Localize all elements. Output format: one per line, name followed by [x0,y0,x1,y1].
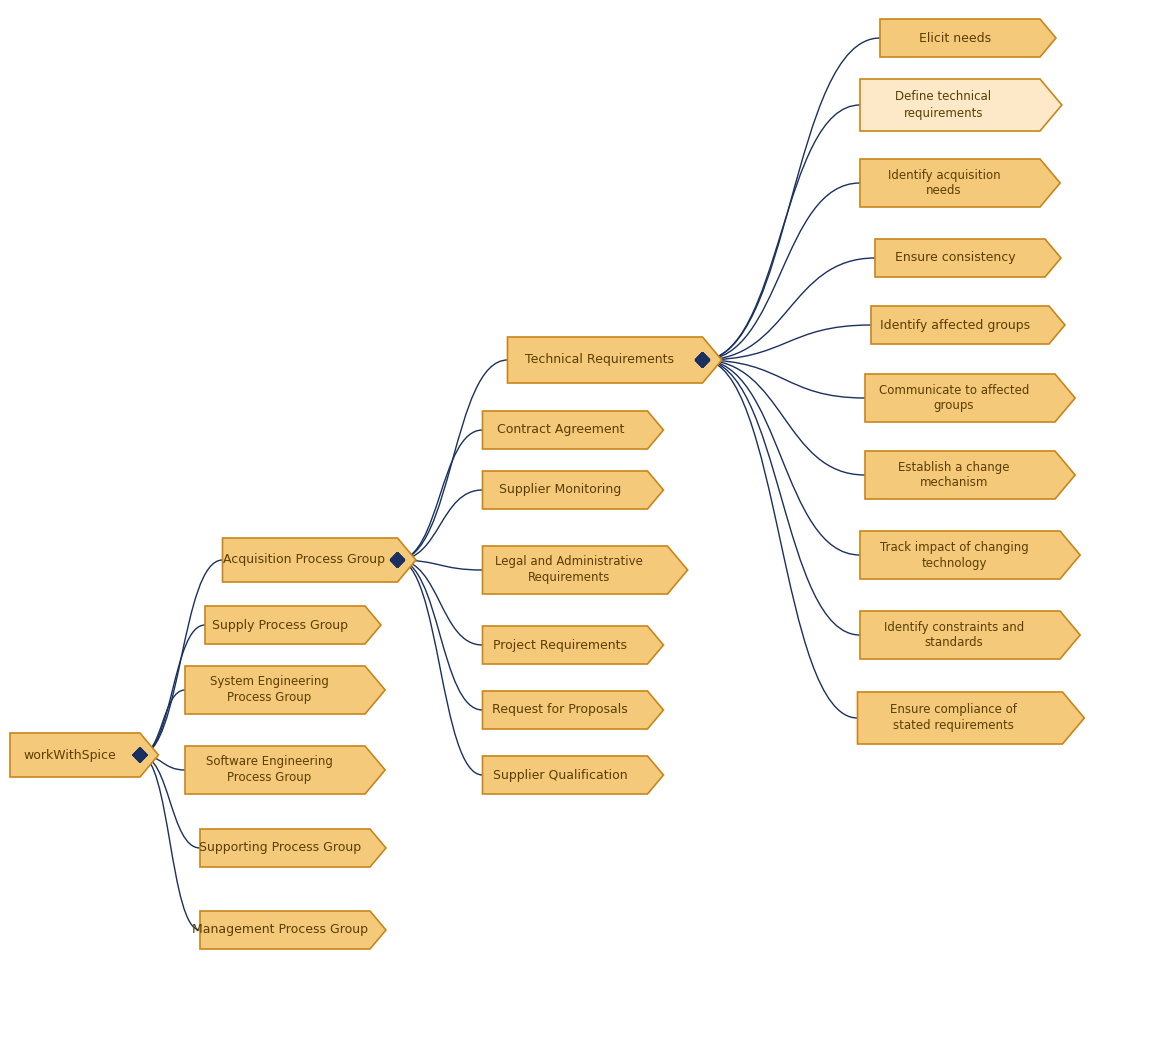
Text: Contract Agreement: Contract Agreement [497,423,624,437]
Polygon shape [860,611,1080,658]
Polygon shape [696,353,710,367]
Text: Legal and Administrative
Requirements: Legal and Administrative Requirements [495,556,643,585]
Polygon shape [865,374,1075,422]
Polygon shape [204,606,381,644]
Polygon shape [483,756,664,794]
Polygon shape [860,79,1062,131]
Text: Supplier Qualification: Supplier Qualification [492,768,627,782]
Text: Ensure compliance of
stated requirements: Ensure compliance of stated requirements [889,703,1016,732]
Polygon shape [483,471,664,509]
Text: Project Requirements: Project Requirements [494,639,627,651]
Text: Acquisition Process Group: Acquisition Process Group [223,554,385,566]
Text: Technical Requirements: Technical Requirements [525,354,673,366]
Polygon shape [483,546,687,594]
Polygon shape [133,748,147,762]
Polygon shape [871,306,1065,344]
Text: Establish a change
mechanism: Establish a change mechanism [898,460,1009,489]
Polygon shape [200,910,385,949]
Polygon shape [880,19,1056,57]
Polygon shape [483,691,664,729]
Polygon shape [696,353,710,367]
Text: Supporting Process Group: Supporting Process Group [199,841,361,854]
Text: Identify affected groups: Identify affected groups [880,318,1030,332]
Polygon shape [133,748,147,762]
Text: Identify acquisition
needs: Identify acquisition needs [887,168,1000,197]
Polygon shape [390,553,404,567]
Polygon shape [133,748,147,762]
Polygon shape [860,159,1060,207]
Polygon shape [875,239,1061,277]
Polygon shape [11,733,159,777]
Polygon shape [696,353,710,367]
Text: Supply Process Group: Supply Process Group [213,618,348,632]
Polygon shape [133,748,147,762]
Polygon shape [390,553,404,567]
Polygon shape [696,353,710,367]
Polygon shape [184,746,385,794]
Text: Identify constraints and
standards: Identify constraints and standards [884,620,1025,649]
Polygon shape [200,829,385,867]
Polygon shape [696,353,710,367]
Polygon shape [696,353,710,367]
Text: System Engineering
Process Group: System Engineering Process Group [209,675,328,704]
Polygon shape [865,451,1075,499]
Text: Software Engineering
Process Group: Software Engineering Process Group [206,756,333,785]
Polygon shape [390,553,404,567]
Text: Ensure consistency: Ensure consistency [895,252,1015,264]
Polygon shape [133,748,147,762]
Text: workWithSpice: workWithSpice [24,749,116,761]
Polygon shape [390,553,404,567]
Polygon shape [483,411,664,449]
Polygon shape [390,553,404,567]
Text: Define technical
requirements: Define technical requirements [895,90,992,119]
Text: Communicate to affected
groups: Communicate to affected groups [879,384,1029,413]
Text: Track impact of changing
technology: Track impact of changing technology [880,540,1028,569]
Polygon shape [696,353,710,367]
Polygon shape [508,337,721,383]
Polygon shape [696,353,710,367]
Text: Request for Proposals: Request for Proposals [492,703,629,717]
Polygon shape [696,353,710,367]
Polygon shape [133,748,147,762]
Text: Management Process Group: Management Process Group [193,924,368,936]
Polygon shape [696,353,710,367]
Text: Supplier Monitoring: Supplier Monitoring [499,483,622,497]
Polygon shape [860,531,1080,579]
Polygon shape [390,553,404,567]
Polygon shape [222,538,416,582]
Text: Elicit needs: Elicit needs [919,31,992,45]
Polygon shape [390,553,404,567]
Polygon shape [483,626,664,664]
Polygon shape [858,692,1085,744]
Polygon shape [184,666,385,714]
